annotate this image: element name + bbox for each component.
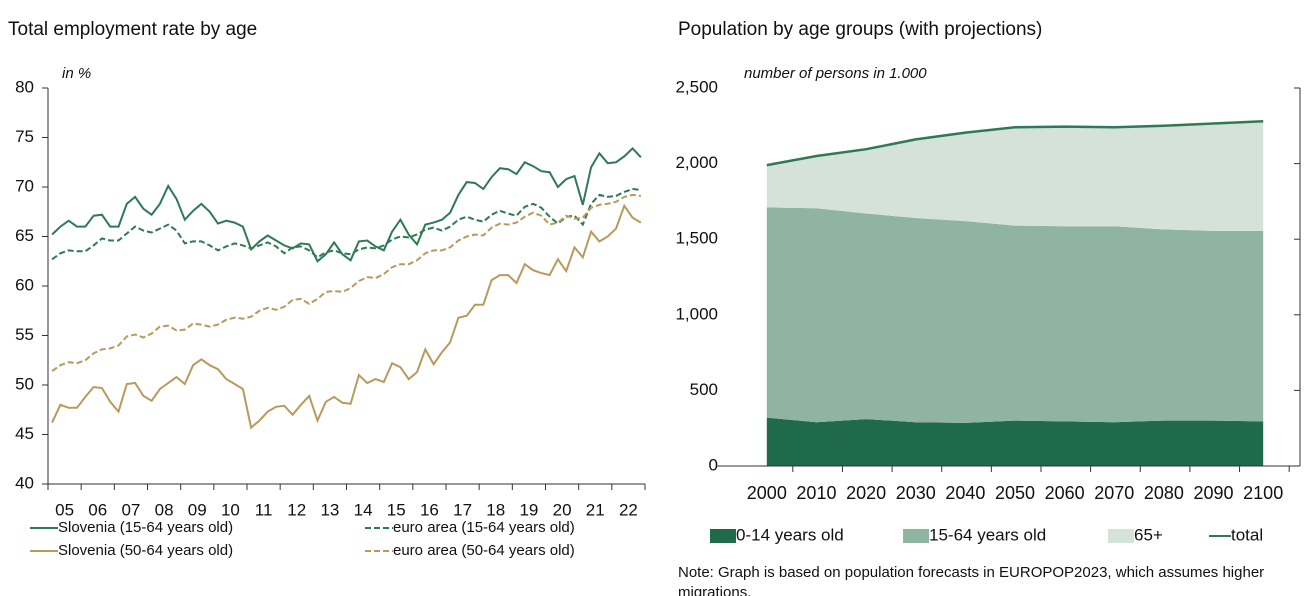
y-tick-label: 1,500 [675,229,718,248]
area [766,207,1264,423]
note: Note: Graph is based on population forec… [678,564,1265,596]
legend-label: 0-14 years old [736,525,844,544]
x-tick-label: 12 [287,500,306,519]
x-tick-label: 2060 [1045,483,1085,503]
y-tick-label: 60 [15,275,34,294]
x-tick-label: 08 [155,500,174,519]
x-tick-label: 2000 [747,483,787,503]
x-tick-label: 14 [354,500,373,519]
x-tick-label: 16 [420,500,439,519]
chart-title: Population by age groups (with projectio… [678,19,1042,40]
x-tick-label: 10 [221,500,240,519]
y-tick-label: 500 [690,380,718,399]
x-tick-label: 21 [586,500,605,519]
series-line [51,203,642,430]
note-box: Note: Graph is based on population forec… [678,564,1265,596]
area [766,417,1264,466]
legend-label: Slovenia (50-64 years old) [58,542,233,559]
total-line [766,120,1264,167]
x-tick-label: 2040 [945,483,985,503]
y-tick-label: 0 [709,455,718,474]
y-tick-label: 2,000 [675,153,718,172]
y-tick-label: 75 [15,127,34,146]
x-tick-label: 06 [88,500,107,519]
y-tick-label: 55 [15,325,34,344]
x-tick-label: 2050 [995,483,1035,503]
x-tick-label: 2070 [1094,483,1134,503]
legend-swatch [903,529,929,543]
legend-label: total [1231,525,1263,544]
y-tick-label: 40 [15,473,34,492]
x-tick-label: 2080 [1144,483,1184,503]
x-tick-label: 09 [188,500,207,519]
legend-label: 65+ [1134,525,1163,544]
x-tick-label: 2030 [896,483,936,503]
legend-label: euro area (15-64 years old) [393,519,575,536]
y-tick-label: 2,500 [675,77,718,96]
y-tick-label: 65 [15,226,34,245]
x-tick-label: 15 [387,500,406,519]
x-tick-label: 11 [255,500,273,519]
x-tick-label: 13 [320,500,339,519]
x-tick-label: 07 [121,500,140,519]
x-tick-label: 2090 [1194,483,1234,503]
y-tick-label: 1,000 [675,304,718,323]
x-tick-label: 22 [619,500,638,519]
legend-swatch [710,529,736,543]
x-tick-label: 2020 [846,483,886,503]
x-tick-label: 20 [553,500,572,519]
legend-label: 15-64 years old [929,525,1046,544]
series-line [51,187,642,261]
area [766,121,1264,231]
x-tick-label: 2100 [1243,483,1283,503]
y-tick-label: 50 [15,374,34,393]
legend-label: Slovenia (15-64 years old) [58,519,233,536]
series-line [51,146,642,263]
series-line [51,193,642,372]
y-axis-label: number of persons in 1.000 [744,65,927,82]
x-tick-label: 2010 [796,483,836,503]
x-tick-label: 19 [519,500,538,519]
y-tick-label: 80 [15,77,34,96]
y-tick-label: 45 [15,424,34,443]
legend-swatch [1108,529,1134,543]
x-tick-label: 05 [55,500,74,519]
y-axis-label: in % [62,65,91,82]
y-tick-label: 70 [15,176,34,195]
legend-label: euro area (50-64 years old) [393,542,575,559]
x-tick-label: 17 [453,500,472,519]
chart-title: Total employment rate by age [8,19,257,40]
x-tick-label: 18 [486,500,505,519]
